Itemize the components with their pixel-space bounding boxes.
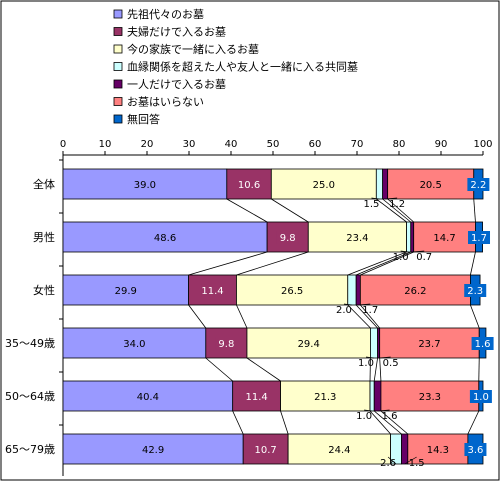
annotation-label: 2.6 (380, 458, 396, 469)
data-label: 1.0 (473, 392, 489, 403)
legend-label: 血縁関係を超えた人や友人と一緒に入る共同墓 (127, 60, 358, 74)
annotation-label: 0.7 (416, 252, 432, 263)
legend-swatch (114, 10, 122, 18)
data-label: 11.4 (201, 286, 223, 297)
category-label: 50～64歳 (5, 390, 55, 403)
category-label: 65～79歳 (5, 443, 55, 456)
annotation-label: 1.0 (393, 252, 409, 263)
data-label: 25.0 (313, 180, 335, 191)
data-label: 3.6 (467, 445, 483, 456)
annotation-label: 1.5 (409, 458, 425, 469)
legend-label: 先祖代々のお墓 (127, 7, 204, 21)
x-tick-label: 30 (183, 139, 196, 150)
data-label: 14.3 (427, 445, 449, 456)
data-label: 1.6 (475, 339, 491, 350)
legend-label: 一人だけで入るお墓 (127, 78, 226, 91)
data-label: 14.7 (433, 233, 455, 244)
data-label: 10.6 (238, 180, 260, 191)
annotation-label: 1.5 (364, 199, 380, 210)
bar-segment (370, 381, 374, 411)
annotation-label: 1.6 (382, 411, 398, 422)
bar-segment (370, 328, 377, 358)
data-label: 42.9 (142, 445, 164, 456)
legend-swatch (114, 115, 122, 123)
x-tick-label: 100 (473, 139, 492, 150)
data-label: 48.6 (154, 233, 176, 244)
bar-segment (348, 275, 356, 305)
bar-segment (374, 381, 381, 411)
x-tick-label: 60 (309, 139, 322, 150)
annotation-label: 1.0 (358, 358, 374, 369)
data-label: 20.5 (420, 180, 442, 191)
x-tick-label: 20 (141, 139, 154, 150)
bar-segment (376, 169, 382, 199)
legend-label: 今の家族で一緒に入るお墓 (127, 42, 259, 56)
x-tick-label: 0 (60, 139, 66, 150)
data-label: 1.7 (471, 233, 487, 244)
x-tick-label: 40 (225, 139, 238, 150)
category-label: 男性 (33, 230, 55, 244)
data-label: 29.4 (298, 339, 320, 350)
category-label: 女性 (33, 283, 55, 297)
x-tick-label: 70 (351, 139, 364, 150)
data-label: 9.8 (218, 339, 234, 350)
data-label: 23.7 (418, 339, 440, 350)
annotation-label: 2.0 (336, 305, 352, 316)
legend-label: 無回答 (127, 112, 160, 126)
data-label: 40.4 (137, 392, 159, 403)
x-tick-label: 10 (99, 139, 112, 150)
annotation-label: 1.0 (356, 411, 372, 422)
bar-segment (402, 434, 408, 464)
annotation-label: 0.5 (383, 358, 399, 369)
legend-label: お墓はいらない (127, 96, 204, 109)
legend-swatch (114, 98, 122, 106)
category-label: 35～49歳 (5, 337, 55, 350)
annotation-label: 1.2 (389, 199, 405, 210)
data-label: 21.3 (314, 392, 336, 403)
data-label: 11.4 (245, 392, 267, 403)
legend-swatch (114, 63, 122, 71)
data-label: 26.2 (404, 286, 426, 297)
data-label: 23.4 (346, 233, 368, 244)
x-tick-label: 50 (267, 139, 280, 150)
x-tick-label: 80 (393, 139, 406, 150)
bar-segment (411, 222, 414, 252)
data-label: 24.4 (328, 445, 350, 456)
x-tick-label: 90 (435, 139, 448, 150)
data-label: 34.0 (123, 339, 145, 350)
legend-label: 夫婦だけで入るお墓 (127, 25, 226, 39)
legend-swatch (114, 80, 122, 88)
data-label: 29.9 (115, 286, 137, 297)
annotation-label: 1.7 (362, 305, 378, 316)
data-label: 2.2 (470, 180, 486, 191)
bar-segment (356, 275, 360, 305)
bar-segment (383, 169, 388, 199)
legend-swatch (114, 45, 122, 53)
data-label: 10.7 (255, 445, 277, 456)
data-label: 23.3 (419, 392, 441, 403)
data-label: 2.3 (467, 286, 483, 297)
legend-swatch (114, 28, 122, 36)
data-label: 39.0 (134, 180, 156, 191)
data-label: 26.5 (281, 286, 303, 297)
category-label: 全体 (33, 177, 55, 191)
bar-segment (407, 222, 411, 252)
data-label: 9.8 (280, 233, 296, 244)
